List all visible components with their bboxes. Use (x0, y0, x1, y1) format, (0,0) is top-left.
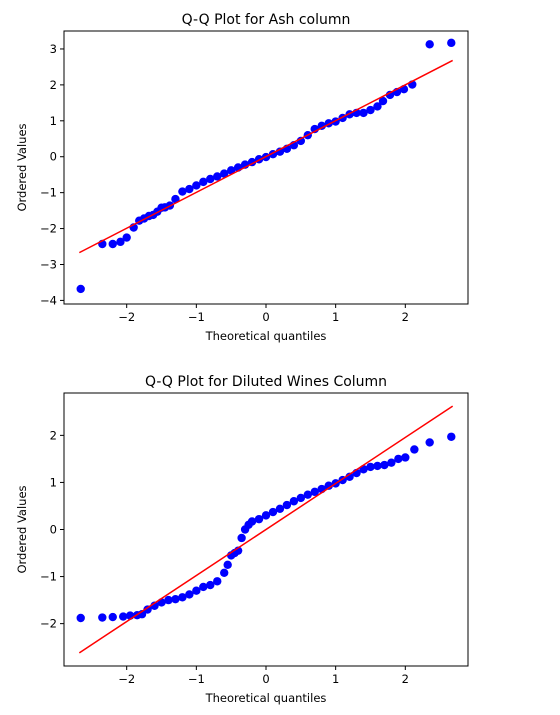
data-point (373, 461, 382, 471)
data-point (275, 504, 285, 513)
data-point (185, 590, 194, 599)
data-point (366, 105, 375, 115)
data-point (122, 233, 131, 242)
data-point (213, 172, 222, 181)
data-point (345, 472, 354, 481)
data-point (447, 432, 456, 441)
diluted-wines-qq-plot: Q-Q Plot for Diluted Wines Column −2 −1 0 1 2… (15, 374, 469, 705)
data-point (268, 507, 278, 517)
data-point (185, 184, 194, 194)
x-tick-label: −2 (118, 310, 135, 324)
data-point (296, 136, 306, 146)
y-tick-label: 1 (50, 114, 57, 128)
x-tick-label: 0 (262, 672, 269, 686)
y-tick-label: 2 (50, 428, 57, 442)
data-point (282, 500, 292, 510)
data-point (171, 594, 180, 604)
y-tick-label: −3 (40, 257, 57, 271)
x-axis-label: Theoretical quantiles (205, 329, 327, 343)
data-point (199, 177, 208, 187)
data-point (76, 613, 85, 623)
data-point (289, 497, 299, 506)
data-point (76, 284, 85, 294)
data-point (108, 239, 117, 249)
data-point (317, 121, 326, 131)
data-point (192, 181, 201, 190)
data-point (378, 96, 388, 106)
data-point (206, 580, 215, 590)
y-tick-label: 0 (50, 523, 57, 537)
data-point (199, 582, 208, 592)
data-point (366, 462, 375, 472)
y-tick-label: −2 (40, 617, 57, 631)
data-point (447, 38, 456, 48)
data-point (164, 595, 173, 605)
fit-line (78, 405, 454, 654)
data-point (296, 493, 306, 503)
data-point (143, 605, 152, 614)
data-point (220, 169, 229, 178)
data-point (380, 460, 389, 470)
data-point (401, 453, 410, 462)
data-point (324, 481, 333, 490)
ash-qq-plot: Q-Q Plot for Ash column −2 −1 0 1 2 −4 −3 −2 −1 0 1… (15, 12, 469, 343)
data-point (254, 514, 264, 524)
chart-title: Q-Q Plot for Ash column (182, 12, 351, 28)
y-tick-label: 2 (50, 78, 57, 92)
y-tick-label: 1 (50, 475, 57, 489)
data-point (303, 490, 312, 499)
y-tick-label: 0 (50, 150, 57, 164)
x-tick-label: −1 (188, 310, 205, 324)
y-tick-label: 3 (50, 42, 57, 56)
data-point (385, 90, 395, 100)
x-tick-label: 2 (402, 310, 409, 324)
y-axis-label: Ordered Values (15, 485, 29, 573)
x-tick-label: 1 (332, 672, 339, 686)
plot-frame (63, 30, 469, 305)
y-tick-label: −4 (40, 293, 57, 307)
data-point (178, 593, 187, 602)
data-point (359, 108, 368, 118)
data-point (310, 487, 319, 497)
data-point (410, 445, 419, 454)
data-point (192, 586, 201, 595)
y-axis-label: Ordered Values (15, 123, 29, 211)
data-point (226, 166, 236, 175)
data-point (119, 612, 128, 621)
data-point (116, 237, 125, 247)
data-point (425, 40, 434, 49)
data-point (247, 517, 257, 526)
x-tick-label: 1 (332, 310, 339, 324)
y-tick-label: −2 (40, 222, 57, 236)
data-point (373, 102, 382, 111)
y-tick-label: −1 (40, 570, 57, 584)
data-point (206, 174, 215, 184)
data-point (394, 454, 403, 464)
data-point (220, 568, 229, 578)
x-tick-label: 0 (262, 310, 269, 324)
chart-title: Q-Q Plot for Diluted Wines Column (145, 374, 387, 390)
fit-line (78, 59, 454, 254)
x-tick-label: 2 (402, 672, 409, 686)
data-point (98, 613, 107, 622)
data-point (171, 194, 180, 204)
data-point (108, 612, 117, 622)
y-tick-label: −1 (40, 186, 57, 200)
x-axis-label: Theoretical quantiles (205, 691, 327, 705)
data-point (178, 187, 187, 196)
data-point (223, 560, 232, 570)
x-tick-label: −1 (188, 672, 205, 686)
x-tick-label: −2 (118, 672, 135, 686)
data-point (261, 511, 271, 520)
data-point (387, 458, 396, 467)
data-point (237, 533, 246, 543)
data-point (275, 147, 285, 156)
data-point (213, 577, 222, 586)
data-point (425, 438, 434, 447)
